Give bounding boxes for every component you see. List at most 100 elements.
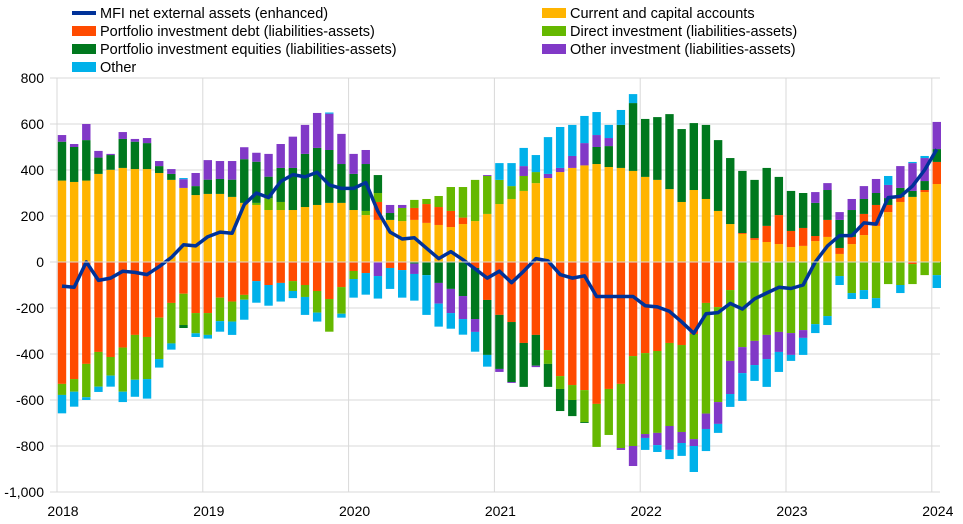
bar-segment-5 bbox=[82, 397, 91, 400]
bar-segment-3 bbox=[823, 190, 832, 220]
bar-segment-1 bbox=[276, 262, 285, 283]
bar-segment-4 bbox=[252, 152, 261, 162]
bar-segment-4 bbox=[167, 169, 176, 174]
bar-segment-5 bbox=[543, 137, 553, 174]
bar-segment-3 bbox=[871, 193, 881, 205]
bar-segment-0 bbox=[738, 233, 747, 262]
bar-segment-2 bbox=[555, 376, 565, 389]
bar-segment-5 bbox=[361, 273, 370, 295]
bar-segment-3 bbox=[361, 164, 370, 211]
bar-segment-5 bbox=[580, 115, 589, 144]
bar-segment-5 bbox=[641, 437, 650, 450]
bar-segment-4 bbox=[495, 368, 504, 372]
bar-segment-2 bbox=[276, 201, 285, 211]
y-tick-label: 400 bbox=[21, 162, 45, 178]
bar-segment-1 bbox=[762, 225, 771, 242]
axes: -1,000 -800 -600 -400 -200 0 200 400 600 800 2018 2… bbox=[4, 70, 953, 519]
bar-segment-0 bbox=[276, 210, 285, 262]
bar-segment-0 bbox=[628, 170, 638, 262]
bar-segment-0 bbox=[385, 219, 395, 262]
mfi-line bbox=[61, 148, 939, 336]
bar-segment-0 bbox=[871, 225, 881, 262]
bar-segment-4 bbox=[215, 161, 225, 179]
x-tick-label: 2024 bbox=[922, 503, 953, 519]
bar-segment-5 bbox=[811, 324, 820, 334]
bar-segment-0 bbox=[847, 244, 856, 262]
bar-segment-3 bbox=[130, 141, 140, 170]
bar-segment-2 bbox=[252, 202, 261, 205]
bar-segment-2 bbox=[227, 301, 237, 322]
bar-segment-4 bbox=[337, 133, 346, 165]
bar-segment-3 bbox=[811, 202, 820, 237]
bar-segment-5 bbox=[446, 313, 455, 329]
bar-segment-5 bbox=[762, 359, 771, 387]
y-tick-label: -800 bbox=[16, 438, 44, 454]
bar-segment-5 bbox=[604, 124, 613, 139]
bar-segment-1 bbox=[82, 262, 91, 364]
bar-segment-0 bbox=[653, 179, 662, 262]
bar-segment-3 bbox=[106, 155, 115, 170]
bar-segment-0 bbox=[823, 236, 832, 262]
bar-segment-1 bbox=[920, 190, 929, 193]
bar-segment-5 bbox=[434, 303, 443, 327]
bar-segment-3 bbox=[701, 124, 711, 199]
bar-segment-3 bbox=[495, 314, 504, 369]
bar-segment-2 bbox=[920, 262, 929, 276]
bar-segment-3 bbox=[920, 181, 929, 191]
bar-segment-5 bbox=[531, 155, 541, 173]
legend-swatch bbox=[542, 8, 566, 19]
bar-segment-2 bbox=[896, 262, 905, 285]
bar-segment-2 bbox=[823, 262, 832, 317]
bar-segment-1 bbox=[555, 262, 565, 377]
bar-segment-0 bbox=[470, 221, 480, 262]
bar-segment-0 bbox=[665, 189, 674, 262]
bar-segment-5 bbox=[203, 334, 212, 339]
bar-segment-2 bbox=[155, 317, 164, 360]
bar-segment-5 bbox=[349, 279, 358, 298]
bar-segment-2 bbox=[531, 172, 541, 184]
bar-segment-3 bbox=[738, 170, 747, 234]
bar-segment-2 bbox=[750, 262, 759, 341]
bar-segment-4 bbox=[191, 172, 200, 187]
bar-segment-4 bbox=[762, 334, 771, 360]
bar-segment-0 bbox=[312, 204, 322, 262]
bar-segment-5 bbox=[94, 386, 103, 392]
bar-segment-0 bbox=[555, 172, 565, 262]
bar-segment-4 bbox=[398, 204, 407, 208]
bar-segment-4 bbox=[130, 138, 140, 142]
bar-segment-4 bbox=[349, 153, 358, 174]
bar-segment-1 bbox=[337, 262, 346, 288]
bar-segment-1 bbox=[349, 262, 358, 271]
bar-segment-1 bbox=[118, 262, 127, 348]
bar-segment-5 bbox=[738, 373, 747, 401]
bar-segment-1 bbox=[604, 262, 613, 389]
bar-segment-2 bbox=[932, 262, 941, 276]
bar-segment-4 bbox=[203, 160, 212, 180]
bar-segment-3 bbox=[543, 363, 553, 387]
bar-segment-4 bbox=[653, 432, 662, 446]
bar-segment-3 bbox=[179, 325, 188, 329]
bar-segment-0 bbox=[82, 180, 91, 262]
y-tick-label: -200 bbox=[16, 300, 44, 316]
bar-segment-5 bbox=[167, 343, 176, 350]
bar-segment-4 bbox=[665, 425, 674, 450]
bar-segment-4 bbox=[543, 173, 553, 179]
y-tick-label: -1,000 bbox=[4, 484, 44, 500]
bar-segment-0 bbox=[458, 224, 468, 262]
bar-segment-5 bbox=[835, 276, 844, 285]
x-tick-label: 2022 bbox=[631, 503, 662, 519]
legend-swatch bbox=[72, 62, 96, 73]
bar-segment-0 bbox=[349, 210, 358, 262]
bar-segment-5 bbox=[300, 296, 310, 315]
bar-segment-4 bbox=[483, 175, 492, 176]
y-tick-label: -400 bbox=[16, 346, 44, 362]
bar-segment-4 bbox=[300, 124, 310, 154]
bar-segment-1 bbox=[410, 207, 419, 220]
bar-segment-0 bbox=[240, 202, 249, 262]
bar-segment-1 bbox=[616, 262, 626, 384]
bar-segment-5 bbox=[628, 94, 638, 104]
legend-line-swatch bbox=[72, 11, 96, 16]
bar-segment-1 bbox=[835, 247, 844, 254]
bar-segment-1 bbox=[507, 262, 516, 323]
bar-segment-0 bbox=[179, 187, 188, 262]
